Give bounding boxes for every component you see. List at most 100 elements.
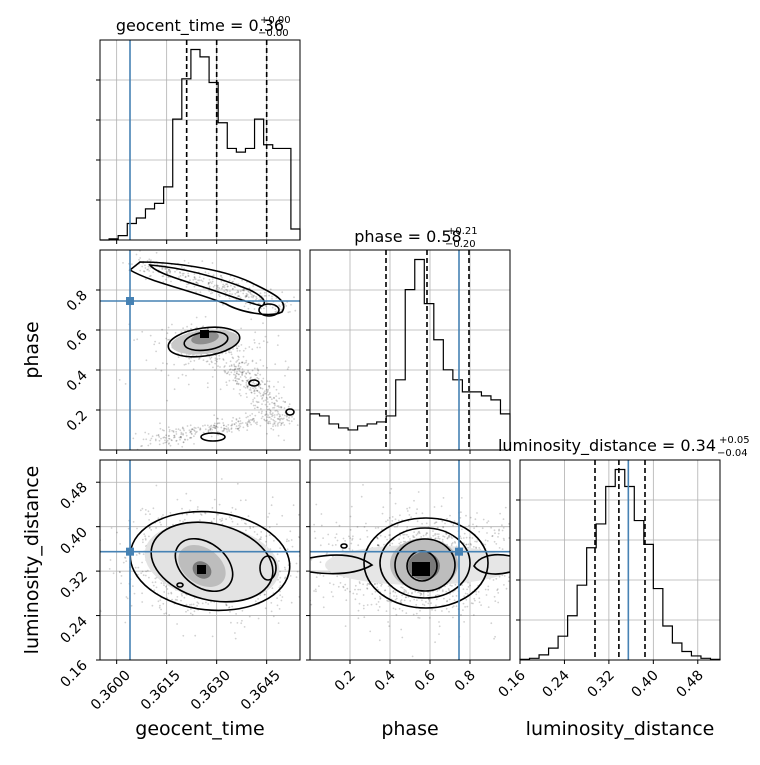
joint-phase-geocent-time-sample <box>241 379 244 382</box>
joint-luminosity-distance-phase-sample <box>453 520 456 522</box>
x-tick-luminosity-distance-0: 0.16 <box>495 667 528 700</box>
joint-phase-geocent-time-sample <box>144 278 147 281</box>
joint-phase-geocent-time-sample <box>284 303 286 305</box>
joint-phase-geocent-time-sample <box>279 419 281 421</box>
joint-phase-geocent-time-sample <box>188 357 191 360</box>
joint-luminosity-distance-phase-sample <box>548 613 550 615</box>
joint-luminosity-distance-phase-sample <box>461 528 463 531</box>
joint-phase-geocent-time-sample <box>158 342 161 345</box>
joint-luminosity-distance-phase-sample <box>363 526 366 528</box>
joint-luminosity-distance-phase-sample <box>342 585 345 588</box>
joint-phase-geocent-time-sample <box>245 373 248 375</box>
joint-phase-geocent-time-sample <box>173 434 176 437</box>
joint-phase-geocent-time-sample <box>237 291 240 294</box>
joint-luminosity-distance-phase-sample <box>547 514 549 516</box>
joint-phase-geocent-time-sample <box>222 358 225 360</box>
joint-luminosity-distance-phase-sample <box>427 594 429 597</box>
joint-luminosity-distance-phase-sample <box>448 534 451 537</box>
joint-phase-geocent-time-sample <box>269 409 271 412</box>
joint-phase-geocent-time-sample <box>146 268 149 271</box>
joint-luminosity-distance-geocent-time-sample <box>122 561 125 564</box>
joint-luminosity-distance-phase-sample <box>356 526 359 528</box>
joint-luminosity-distance-phase-sample <box>438 621 440 623</box>
joint-phase-geocent-time-sample <box>280 417 283 420</box>
joint-luminosity-distance-phase-sample <box>448 536 450 539</box>
joint-phase-geocent-time-sample <box>223 290 226 292</box>
joint-phase-geocent-time-sample <box>190 433 193 435</box>
joint-luminosity-distance-phase-sample <box>338 524 341 527</box>
joint-luminosity-distance-phase-sample <box>451 537 453 539</box>
joint-phase-geocent-time-sample <box>262 377 265 380</box>
joint-luminosity-distance-phase-sample <box>351 539 353 541</box>
joint-phase-geocent-time-sample <box>195 281 198 284</box>
joint-phase-geocent-time-sample <box>217 289 219 291</box>
joint-luminosity-distance-phase-sample <box>403 588 406 591</box>
joint-phase-geocent-time-sample <box>278 421 281 424</box>
joint-phase-geocent-time-sample <box>269 288 272 291</box>
joint-luminosity-distance-phase-sample <box>334 544 337 546</box>
joint-phase-geocent-time-sample <box>213 284 216 287</box>
joint-luminosity-distance-phase-sample <box>545 573 547 575</box>
joint-luminosity-distance-phase-sample <box>475 540 478 543</box>
joint-phase-geocent-time-sample <box>133 339 136 341</box>
joint-luminosity-distance-phase-sample <box>464 592 467 595</box>
joint-phase-geocent-time-sample <box>193 276 196 279</box>
joint-luminosity-distance-phase-sample <box>413 536 416 538</box>
joint-luminosity-distance-phase-sample <box>431 609 433 611</box>
joint-phase-geocent-time-sample <box>118 379 121 381</box>
joint-phase-geocent-time-sample <box>215 425 218 428</box>
joint-phase-geocent-time-sample <box>193 443 195 445</box>
joint-phase-geocent-time-sample <box>253 386 256 389</box>
joint-luminosity-distance-geocent-time-sample <box>196 506 199 508</box>
joint-luminosity-distance-phase-sample <box>403 533 406 536</box>
joint-phase-geocent-time-sample <box>274 420 277 423</box>
joint-phase-geocent-time-sample <box>219 366 221 368</box>
joint-phase-geocent-time-sample <box>187 262 190 264</box>
joint-phase-geocent-time-sample <box>179 438 181 441</box>
joint-phase-geocent-time-sample <box>231 423 234 426</box>
joint-phase-geocent-time-sample <box>134 432 137 435</box>
joint-phase-geocent-time-sample <box>193 435 195 438</box>
joint-phase-geocent-time-sample <box>266 432 268 435</box>
joint-phase-geocent-time-sample <box>138 258 140 261</box>
joint-phase-geocent-time-sample <box>246 387 249 389</box>
joint-phase-geocent-time-sample <box>194 433 197 435</box>
joint-phase-geocent-time-sample <box>187 383 190 386</box>
joint-luminosity-distance-phase-sample <box>352 535 354 538</box>
joint-phase-geocent-time-sample <box>276 310 278 312</box>
joint-luminosity-distance-geocent-time-sample <box>109 559 112 561</box>
joint-phase-geocent-time-sample <box>253 397 256 399</box>
joint-luminosity-distance-geocent-time-sample <box>125 560 128 562</box>
joint-phase-geocent-time-sample <box>238 373 241 376</box>
joint-phase-geocent-time-sample <box>249 291 252 294</box>
joint-phase-geocent-time-sample <box>255 295 257 298</box>
joint-phase-geocent-time-sample <box>168 438 171 440</box>
joint-phase-geocent-time-sample <box>247 369 250 372</box>
joint-luminosity-distance-phase-sample <box>495 577 498 580</box>
joint-phase-geocent-time-sample <box>252 404 255 407</box>
joint-phase-geocent-time-sample <box>248 291 250 293</box>
joint-luminosity-distance-phase-sample <box>377 544 380 547</box>
joint-luminosity-distance-phase-sample <box>388 534 391 537</box>
joint-phase-geocent-time-sample <box>251 294 254 296</box>
joint-luminosity-distance-geocent-time-sample <box>286 538 288 541</box>
x-tick-luminosity-distance-3: 0.40 <box>628 668 661 701</box>
joint-luminosity-distance-phase-sample <box>352 592 355 595</box>
joint-phase-geocent-time-sample <box>160 369 163 372</box>
joint-luminosity-distance-phase-sample <box>446 600 448 603</box>
joint-luminosity-distance-phase-sample <box>354 584 357 587</box>
joint-phase-geocent-time-sample <box>268 393 271 396</box>
joint-luminosity-distance-phase-sample <box>422 534 425 537</box>
joint-phase-geocent-time-sample <box>225 425 228 428</box>
joint-luminosity-distance-phase-sample <box>417 616 420 619</box>
joint-phase-geocent-time-sample <box>173 436 176 439</box>
joint-luminosity-distance-geocent-time-sample <box>160 582 163 584</box>
joint-phase-geocent-time-sample <box>166 332 169 335</box>
joint-phase-geocent-time-sample <box>263 418 265 421</box>
joint-phase-geocent-time-sample <box>181 272 184 275</box>
joint-phase-geocent-time-sample <box>231 293 234 295</box>
joint-luminosity-distance-phase-sample <box>474 599 476 602</box>
joint-luminosity-distance-geocent-time-sample <box>189 603 191 606</box>
joint-phase-geocent-time-sample <box>160 437 162 440</box>
joint-phase-geocent-time-sample <box>193 273 196 275</box>
